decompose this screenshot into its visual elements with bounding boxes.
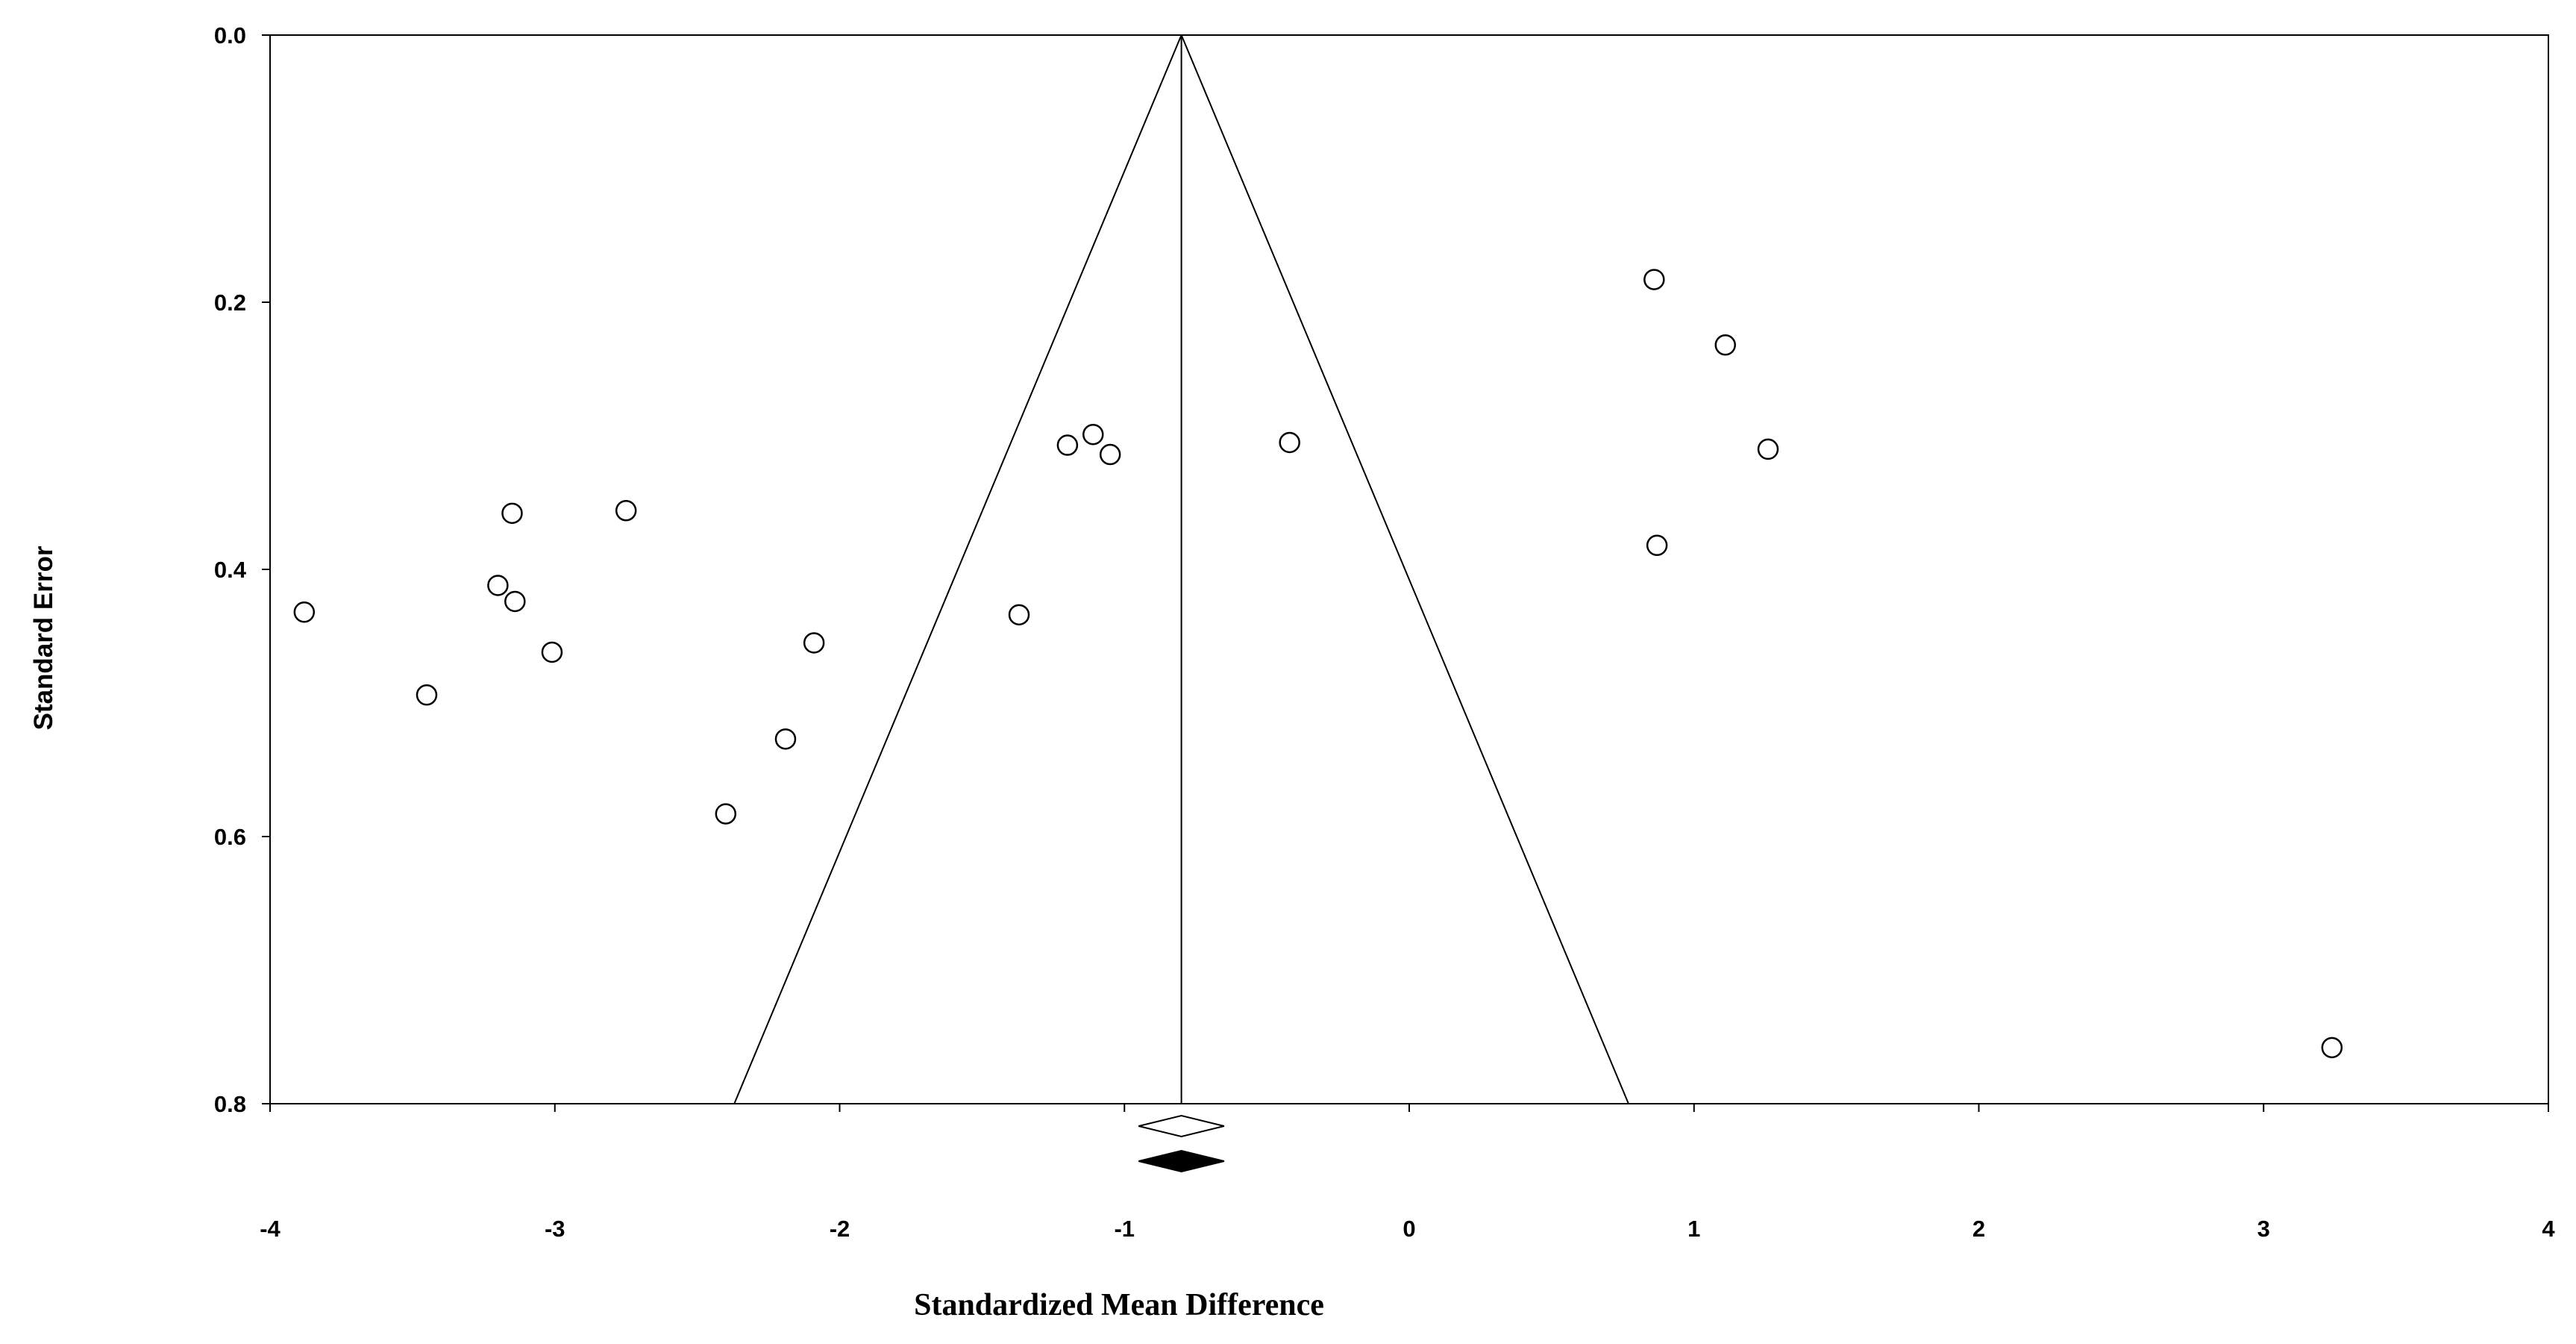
x-tick-label: -3 — [545, 1216, 565, 1242]
y-tick-label: 0.0 — [214, 22, 246, 49]
study-point — [541, 641, 563, 663]
summary-diamonds — [1138, 1114, 1225, 1173]
study-point — [1643, 269, 1665, 290]
study-point — [1714, 334, 1736, 356]
y-axis-title: Standard Error — [29, 546, 58, 730]
y-tick-label: 0.4 — [214, 557, 247, 583]
x-tick-label: 0 — [1403, 1216, 1415, 1242]
x-tick-label: 1 — [1687, 1216, 1700, 1242]
study-point — [2321, 1037, 2343, 1059]
x-tick-label: -2 — [830, 1216, 850, 1242]
study-point — [774, 728, 797, 750]
study-point — [1082, 423, 1104, 446]
study-point — [1008, 604, 1030, 626]
study-point — [615, 499, 637, 522]
funnel-layer — [733, 34, 1629, 1104]
x-tick-label: 4 — [2542, 1216, 2555, 1242]
study-point — [504, 590, 526, 613]
funnel-left-edge — [733, 34, 1182, 1104]
study-point — [1279, 431, 1300, 454]
study-point — [1099, 443, 1121, 466]
y-tick-label: 0.8 — [214, 1091, 246, 1117]
x-tick-label: -1 — [1114, 1216, 1135, 1242]
points-layer — [293, 269, 2343, 1059]
summary-diamond-observed — [1138, 1114, 1225, 1138]
study-point — [416, 684, 438, 706]
study-point — [1646, 534, 1668, 557]
study-point — [715, 803, 737, 825]
y-axis: 0.0 0.2 0.4 0.6 0.8 — [214, 22, 270, 1117]
x-tick-label: 3 — [2257, 1216, 2270, 1242]
study-point — [293, 601, 316, 623]
study-point — [487, 575, 509, 596]
study-point — [1056, 434, 1079, 456]
y-tick-label: 0.2 — [214, 290, 246, 316]
x-tick-label: 2 — [1972, 1216, 1985, 1242]
summary-diamond-adjusted — [1138, 1149, 1225, 1173]
y-tick-label: 0.6 — [214, 824, 246, 850]
study-point — [1757, 438, 1779, 460]
x-axis-title: Standardized Mean Difference — [914, 1288, 1324, 1322]
plot-frame — [269, 34, 2549, 1104]
x-tick-label: -4 — [260, 1216, 281, 1242]
funnel-right-edge — [1180, 34, 1629, 1104]
x-axis: -4 -3 -2 -1 0 1 2 3 4 — [260, 1104, 2555, 1242]
study-point — [803, 632, 825, 654]
study-point — [501, 502, 523, 525]
